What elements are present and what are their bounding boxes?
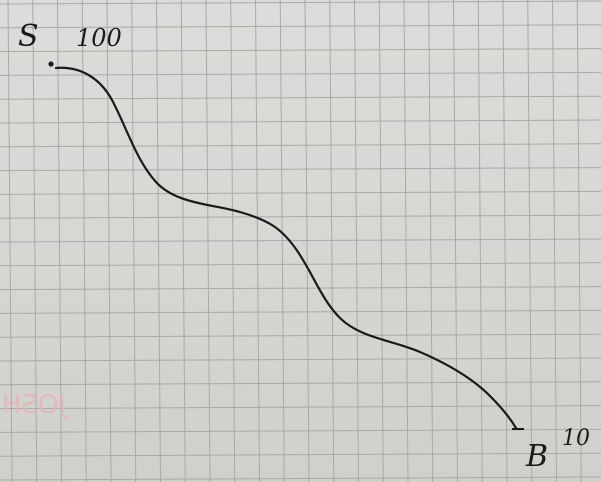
end-label: B: [525, 439, 548, 474]
end-value: 10: [562, 426, 590, 451]
bleed-through-text: JOSH: [2, 390, 68, 420]
hand-drawn-curve: [56, 68, 516, 428]
start-label: S: [18, 19, 39, 54]
start-value: 100: [76, 24, 122, 52]
start-dot: [48, 61, 53, 66]
